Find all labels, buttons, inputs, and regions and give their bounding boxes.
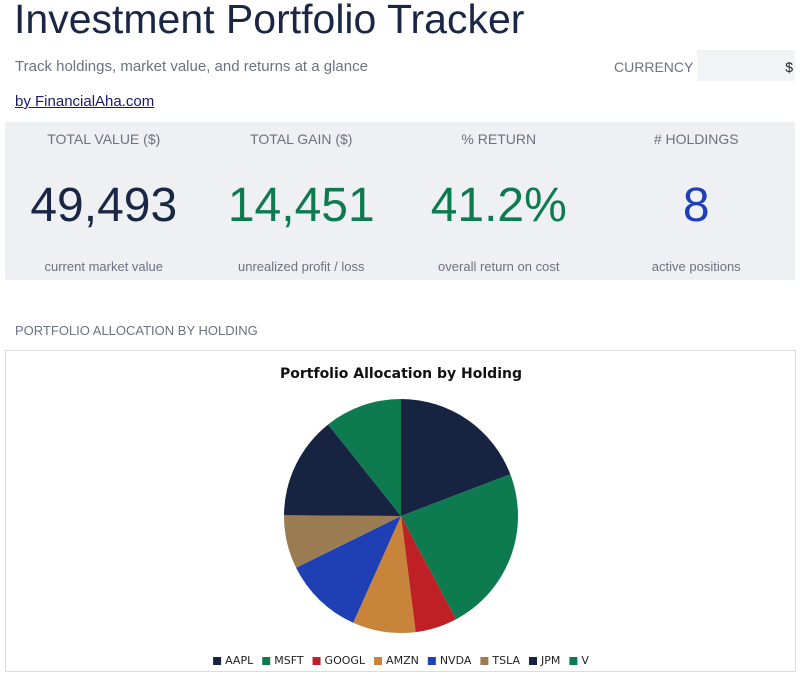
legend-label: AAPL <box>225 654 254 667</box>
kpi-label: TOTAL GAIN ($) <box>250 131 353 147</box>
legend-swatch <box>213 657 222 665</box>
pie-slice <box>328 399 401 516</box>
kpi-band: TOTAL VALUE ($) 49,493 current market valu… <box>5 122 795 280</box>
pie-slice <box>296 516 401 623</box>
kpi-note: overall return on cost <box>438 259 560 274</box>
chart: Portfolio Allocation by Holding AAPL MSFT… <box>213 366 589 667</box>
legend-swatch <box>312 657 321 665</box>
legend-label: AMZN <box>386 654 419 667</box>
pie-slice <box>353 516 416 633</box>
currency-label: CURRENCY <box>614 59 694 75</box>
subtitle: Track holdings, market value, and return… <box>15 58 368 75</box>
page-title: Investment Portfolio Tracker <box>14 0 525 42</box>
legend-swatch <box>529 657 537 665</box>
legend-label: TSLA <box>491 654 520 667</box>
kpi-label: TOTAL VALUE ($) <box>47 131 161 147</box>
kpi-note: unrealized profit / loss <box>238 259 365 274</box>
pie-slice <box>284 424 401 516</box>
chart-frame: Portfolio Allocation by Holding AAPL MSFT… <box>5 350 796 672</box>
kpi-card: # HOLDINGS 8 active positions <box>598 122 796 280</box>
legend-label: JPM <box>540 654 560 667</box>
kpi-card: TOTAL VALUE ($) 49,493 current market valu… <box>5 122 203 280</box>
currency-input[interactable]: $ <box>697 50 795 81</box>
kpi-label: # HOLDINGS <box>653 131 739 147</box>
kpi-label: % RETURN <box>461 131 537 147</box>
kpi-value: 49,493 <box>30 179 178 232</box>
legend-swatch <box>374 657 383 665</box>
pie-slice <box>401 474 519 620</box>
kpi-value: 41.2% <box>430 179 567 232</box>
pie-slice <box>401 516 457 633</box>
author-link[interactable]: by FinancialAha.com <box>15 93 155 110</box>
kpi-value: 8 <box>682 179 710 232</box>
kpi-card: % RETURN 41.2% overall return on cost <box>400 122 598 280</box>
kpi-value: 14,451 <box>227 179 375 232</box>
chart-title: Portfolio Allocation by Holding <box>280 366 522 382</box>
legend-swatch <box>427 657 436 665</box>
kpi-note: active positions <box>651 259 741 274</box>
legend-label: GOOGL <box>325 654 366 667</box>
currency-value: $ <box>785 59 793 75</box>
legend-label: MSFT <box>274 654 304 667</box>
legend: AAPL MSFT GOOGL AMZN NVDA TSLA JPM V <box>213 654 589 667</box>
pie-slice <box>401 399 511 516</box>
legend-label: V <box>581 654 589 667</box>
section-label: PORTFOLIO ALLOCATION BY HOLDING <box>15 323 258 338</box>
legend-swatch <box>480 657 489 665</box>
legend-label: NVDA <box>440 654 472 667</box>
kpi-card: TOTAL GAIN ($) 14,451 unrealized profit / … <box>203 122 401 280</box>
kpi-note: current market value <box>44 259 164 274</box>
legend-swatch <box>262 657 271 665</box>
pie-slice <box>284 515 401 568</box>
legend-swatch <box>569 657 578 665</box>
